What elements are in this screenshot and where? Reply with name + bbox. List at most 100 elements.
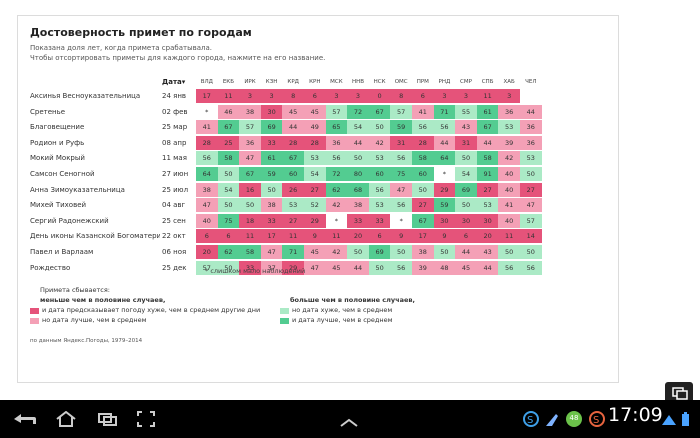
screenshot-icon[interactable]: [137, 411, 155, 427]
heatmap-cell: 25: [217, 135, 240, 150]
recent-apps-icon[interactable]: [97, 412, 119, 426]
row-date-10: 06 ноя: [162, 248, 187, 256]
heatmap-cell: [520, 89, 542, 103]
heatmap-cell: 44: [455, 245, 477, 259]
legend-less-title: меньше чем в половине случаев,: [40, 296, 166, 304]
heatmap-cell: 11: [476, 89, 499, 103]
heatmap-cell: 38: [347, 198, 369, 213]
footnote: * слишком мало наблюдений: [205, 267, 306, 275]
heatmap-cell: 67: [368, 104, 391, 119]
city-header-2[interactable]: ИРК: [244, 79, 256, 85]
heatmap-cell: 33: [368, 213, 391, 228]
heatmap-cell: *: [390, 213, 412, 228]
multiwindow-button[interactable]: [665, 382, 693, 404]
heatmap-cell: 56: [390, 260, 412, 275]
heatmap-cell: 80: [347, 167, 369, 181]
heatmap-cell: 75: [217, 213, 240, 228]
heatmap-cell: 9: [304, 229, 326, 244]
heatmap-cell: 58: [239, 245, 261, 259]
heatmap-cell: 3: [239, 89, 261, 103]
row-date-7: 04 авг: [162, 201, 186, 210]
row-date-8: 25 сен: [162, 216, 186, 225]
city-header-9[interactable]: ОМС: [394, 79, 408, 85]
heatmap-cell: 47: [390, 182, 412, 197]
up-chevron-icon[interactable]: [339, 418, 359, 428]
heatmap-cell: 45: [304, 104, 326, 119]
city-header-8[interactable]: НСК: [373, 79, 386, 85]
city-header-1[interactable]: ЕКБ: [222, 79, 234, 85]
row-label-1: Сретенье: [30, 107, 66, 116]
heatmap-cell: 54: [304, 167, 326, 181]
heatmap-cell: 57: [520, 213, 542, 228]
city-header-15[interactable]: ЧЕЛ: [525, 79, 537, 85]
heatmap-cell: 61: [260, 151, 283, 166]
city-header-13[interactable]: СПБ: [481, 79, 494, 85]
row-label-5: Самсон Сеногной: [30, 170, 95, 178]
legend-more-item-2: и дата лучше, чем в среднем: [292, 316, 393, 324]
notification-icons: S S: [523, 411, 605, 427]
heatmap-cell: 45: [282, 104, 304, 119]
heatmap-cell: 40: [196, 213, 218, 228]
heatmap-cell: 49: [304, 120, 326, 135]
heatmap-cell: 57: [196, 260, 218, 275]
legend-swatch-green-dark: [280, 318, 289, 324]
city-header-3[interactable]: КЗН: [265, 79, 278, 85]
heatmap-cell: 18: [239, 213, 261, 228]
row-label-4: Мокий Мокрый: [30, 154, 85, 163]
heatmap-cell: 56: [368, 182, 391, 197]
heatmap-cell: 45: [455, 260, 477, 275]
city-header-4[interactable]: КРД: [287, 79, 299, 85]
heatmap-cell: 44: [347, 135, 369, 150]
heatmap-cell: 44: [282, 120, 304, 135]
heatmap-cell: 54: [455, 167, 477, 181]
heatmap-cell: 41: [498, 198, 520, 213]
city-header-12[interactable]: СМР: [460, 79, 472, 85]
wifi-battery-icon: [662, 412, 689, 426]
heatmap-cell: 31: [455, 135, 477, 150]
heatmap-cell: 47: [239, 151, 261, 166]
heatmap-cell: 48: [433, 260, 456, 275]
heatmap-cell: 3: [347, 89, 369, 103]
heatmap-cell: 11: [325, 229, 348, 244]
heatmap-cell: 62: [217, 245, 240, 259]
heatmap-cell: 42: [325, 198, 348, 213]
heatmap-cell: 40: [498, 167, 520, 181]
heatmap-cell: 71: [282, 245, 304, 259]
heatmap-cell: 50: [347, 245, 369, 259]
heatmap-cell: 33: [260, 213, 283, 228]
heatmap-cell: 43: [476, 245, 499, 259]
city-header-11[interactable]: РНД: [438, 79, 451, 85]
heatmap-cell: 11: [217, 89, 240, 103]
city-header-14[interactable]: ХАБ: [503, 79, 515, 85]
heatmap-cell: 41: [412, 104, 434, 119]
heatmap-cell: 27: [520, 182, 542, 197]
row-date-4: 11 мая: [162, 154, 187, 163]
heatmap-cell: 71: [433, 104, 456, 119]
heatmap-cell: 47: [260, 245, 283, 259]
heatmap-cell: 44: [476, 135, 499, 150]
row-label-11: Рождество: [30, 263, 71, 272]
heatmap-cell: 50: [412, 182, 434, 197]
heatmap-cell: 54: [347, 120, 369, 135]
heatmap-cell: 6: [412, 89, 434, 103]
subtitle-line-1: Показана доля лет, когда примета срабаты…: [30, 44, 212, 52]
back-icon[interactable]: [12, 412, 38, 426]
home-icon[interactable]: [55, 411, 77, 427]
heatmap-cell: 57: [239, 120, 261, 135]
data-source: по данным Яндекс.Погоды, 1979–2014: [30, 338, 143, 344]
heatmap-cell: 29: [282, 260, 304, 275]
heatmap-cell: 6: [368, 229, 391, 244]
city-header-7[interactable]: ННВ: [351, 79, 364, 85]
heatmap-cell: 42: [498, 151, 520, 166]
city-header-5[interactable]: КРН: [309, 79, 321, 85]
date-sort-header[interactable]: Дата▾: [162, 78, 186, 86]
heatmap-cell: 56: [433, 120, 456, 135]
city-header-0[interactable]: ВЛД: [200, 79, 213, 85]
heatmap-cell: 40: [498, 213, 520, 228]
heatmap-cell: 50: [239, 198, 261, 213]
heatmap-cell: 17: [412, 229, 434, 244]
legend-swatch-red-dark: [30, 308, 39, 314]
city-header-6[interactable]: МСК: [330, 79, 343, 85]
heatmap-cell: 6: [304, 89, 326, 103]
city-header-10[interactable]: ПРМ: [416, 79, 429, 85]
